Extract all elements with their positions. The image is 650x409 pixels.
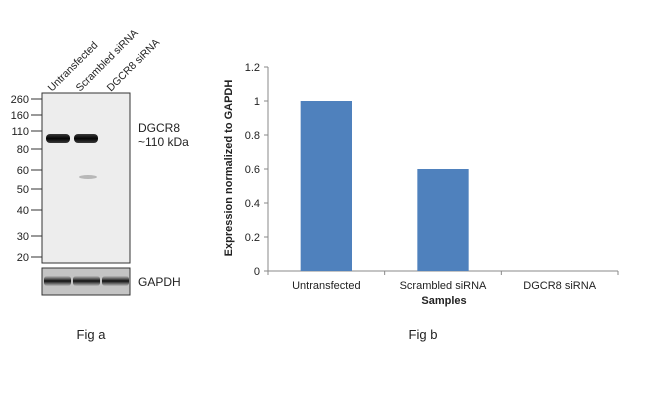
x-category-label: Scrambled siRNA [400, 280, 487, 292]
y-tick-label: 1 [254, 96, 260, 108]
y-tick-label: 0.2 [245, 232, 260, 244]
x-category-label: Untransfected [292, 280, 360, 292]
dgcr8-band-lane1 [46, 134, 70, 143]
mw-marker-80: 80 [17, 144, 29, 156]
mw-marker-110: 110 [11, 126, 29, 138]
gapdh-band-lane3 [102, 276, 129, 286]
fig-a-caption: Fig a [77, 327, 107, 342]
bar [417, 169, 469, 271]
gapdh-label: GAPDH [138, 275, 181, 289]
gapdh-band-lane1 [44, 276, 71, 286]
mw-marker-ladder: 260 160 110 80 60 50 40 30 20 [11, 94, 42, 264]
mw-marker-30: 30 [17, 231, 29, 243]
target-size-label: ~110 kDa [138, 135, 189, 149]
mw-marker-60: 60 [17, 165, 29, 177]
mw-marker-260: 260 [11, 94, 29, 106]
y-tick-label: 0.4 [245, 198, 260, 210]
dgcr8-band-lane2 [74, 134, 98, 143]
y-tick-label: 0 [254, 266, 260, 278]
mw-marker-50: 50 [17, 184, 29, 196]
x-category-label: DGCR8 siRNA [523, 280, 596, 292]
western-blot-panel: Untransfected Scrambled siRNA DGCR8 siRN… [11, 27, 189, 342]
y-tick-label: 0.8 [245, 130, 260, 142]
blot-membrane [41, 92, 131, 264]
gapdh-band-lane2 [73, 276, 100, 286]
faint-band-lane2 [79, 175, 97, 179]
y-tick-label: 1.2 [245, 62, 260, 74]
bar [300, 101, 352, 271]
fig-b-caption: Fig b [409, 327, 438, 342]
y-axis-title: Expression normalized to GAPDH [223, 80, 235, 257]
x-axis-title: Samples [421, 295, 466, 307]
y-tick-label: 0.6 [245, 164, 260, 176]
target-protein-label: DGCR8 [138, 121, 180, 135]
mw-marker-160: 160 [11, 110, 29, 122]
expression-bar-chart: Expression normalized to GAPDH Samples F… [223, 62, 619, 342]
mw-marker-40: 40 [17, 205, 29, 217]
mw-marker-20: 20 [17, 252, 29, 264]
